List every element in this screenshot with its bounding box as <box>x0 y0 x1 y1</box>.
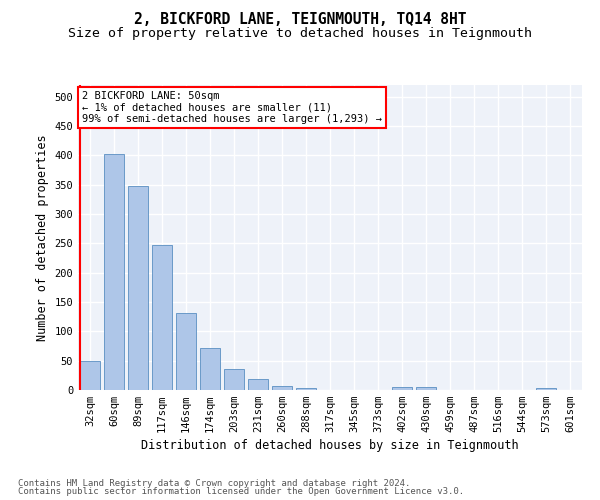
Bar <box>536 388 556 390</box>
Bar <box>176 313 196 390</box>
Text: Contains public sector information licensed under the Open Government Licence v3: Contains public sector information licen… <box>18 487 464 496</box>
Bar <box>128 186 148 390</box>
Bar <box>392 387 412 390</box>
X-axis label: Distribution of detached houses by size in Teignmouth: Distribution of detached houses by size … <box>141 440 519 452</box>
Bar <box>152 245 172 390</box>
Bar <box>296 388 316 390</box>
Bar <box>248 379 268 390</box>
Y-axis label: Number of detached properties: Number of detached properties <box>36 134 49 341</box>
Text: Contains HM Land Registry data © Crown copyright and database right 2024.: Contains HM Land Registry data © Crown c… <box>18 478 410 488</box>
Bar <box>104 154 124 390</box>
Text: 2, BICKFORD LANE, TEIGNMOUTH, TQ14 8HT: 2, BICKFORD LANE, TEIGNMOUTH, TQ14 8HT <box>134 12 466 28</box>
Bar <box>416 387 436 390</box>
Bar <box>224 369 244 390</box>
Text: 2 BICKFORD LANE: 50sqm
← 1% of detached houses are smaller (11)
99% of semi-deta: 2 BICKFORD LANE: 50sqm ← 1% of detached … <box>82 91 382 124</box>
Bar <box>80 360 100 390</box>
Text: Size of property relative to detached houses in Teignmouth: Size of property relative to detached ho… <box>68 28 532 40</box>
Bar <box>272 386 292 390</box>
Bar <box>200 348 220 390</box>
